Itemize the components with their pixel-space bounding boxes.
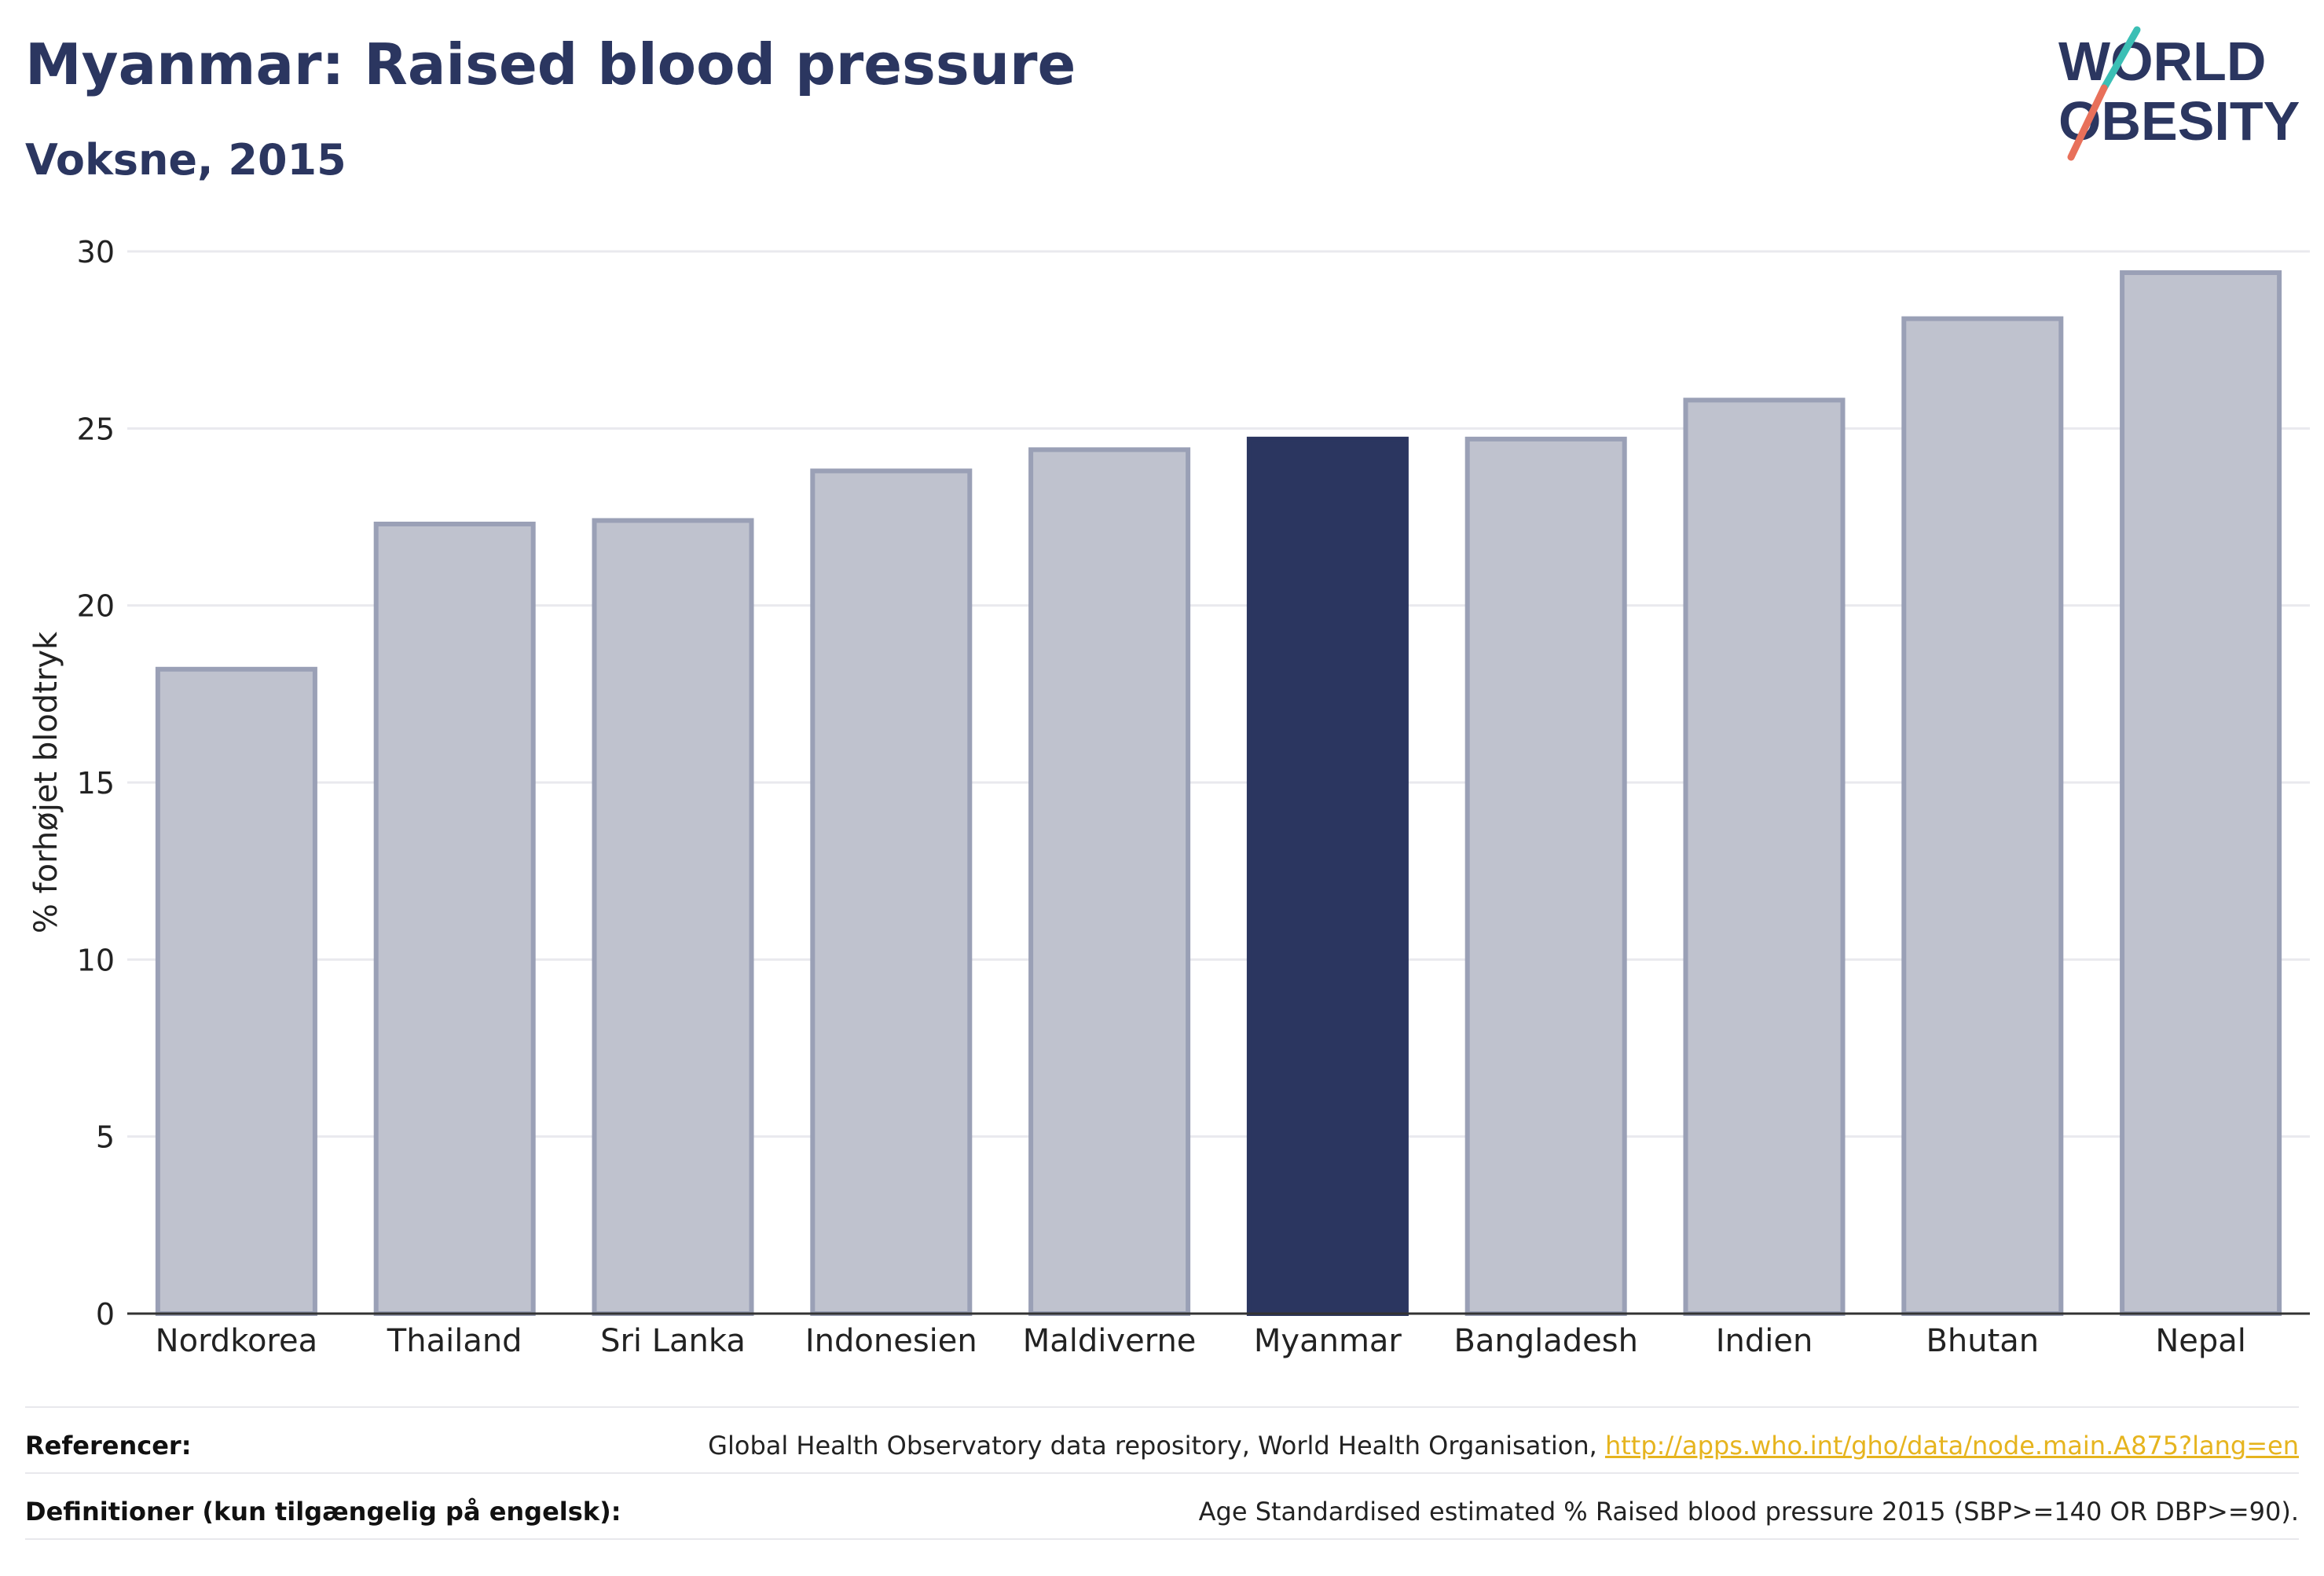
bar — [1901, 316, 2064, 1316]
y-tick-label: 15 — [77, 766, 115, 801]
y-tick-label: 20 — [77, 589, 115, 624]
bar — [1683, 398, 1846, 1316]
chart-subtitle: Voksne, 2015 — [25, 135, 346, 185]
x-tick-label: Thailand — [387, 1323, 522, 1359]
x-tick-label: Nepal — [2155, 1323, 2246, 1359]
references-link[interactable]: http://apps.who.int/gho/data/node.main.A… — [1604, 1431, 2299, 1461]
bar — [1028, 447, 1191, 1317]
footer-divider-bottom — [25, 1538, 2299, 1540]
x-tick-label: Maldiverne — [1023, 1323, 1197, 1359]
references-label: Referencer: — [25, 1431, 192, 1461]
definitions-row: Definitioner (kun tilgængelig på engelsk… — [25, 1480, 2299, 1543]
x-tick-label: Bangladesh — [1453, 1323, 1638, 1359]
bar — [155, 666, 317, 1316]
logo-line1: WORLD — [2058, 31, 2266, 92]
bar — [592, 518, 754, 1316]
x-tick-label: Myanmar — [1254, 1323, 1402, 1359]
y-tick-label: 0 — [96, 1297, 115, 1332]
footer-divider-top — [25, 1406, 2299, 1408]
chart-title: Myanmar: Raised blood pressure — [25, 31, 1076, 97]
y-axis-label: % forhøjet blodtryk — [28, 631, 64, 933]
bar — [1246, 436, 1409, 1316]
x-tick-label: Indien — [1716, 1323, 1813, 1359]
definitions-label: Definitioner (kun tilgængelig på engelsk… — [25, 1497, 621, 1527]
x-tick-label: Nordkorea — [156, 1323, 317, 1359]
references-text: Global Health Observatory data repositor… — [708, 1431, 1605, 1461]
logo-slash-teal — [2100, 26, 2141, 92]
y-tick-label: 25 — [77, 412, 115, 446]
y-tick-label: 5 — [96, 1120, 115, 1155]
footer-divider-middle — [25, 1472, 2299, 1474]
x-tick-label: Indonesien — [805, 1323, 977, 1359]
bar — [373, 522, 536, 1317]
y-tick-label: 10 — [77, 943, 115, 977]
y-tick-label: 30 — [77, 235, 115, 269]
world-obesity-logo: WORLD OBESITY — [2058, 26, 2300, 161]
bar — [810, 468, 973, 1316]
bar — [2120, 270, 2282, 1316]
references-row: Referencer: Global Health Observatory da… — [25, 1414, 2299, 1477]
references-value: Global Health Observatory data repositor… — [708, 1431, 2299, 1461]
x-tick-label: Bhutan — [1926, 1323, 2039, 1359]
x-tick-label: Sri Lanka — [600, 1323, 746, 1359]
definitions-text: Age Standardised estimated % Raised bloo… — [1198, 1497, 2299, 1527]
bar — [1464, 436, 1627, 1316]
bar-chart: 0 5 10 15 20 25 30 % forhøjet blodtryk Nordkorea… — [28, 235, 2310, 1359]
logo-slash-coral — [2067, 84, 2108, 161]
